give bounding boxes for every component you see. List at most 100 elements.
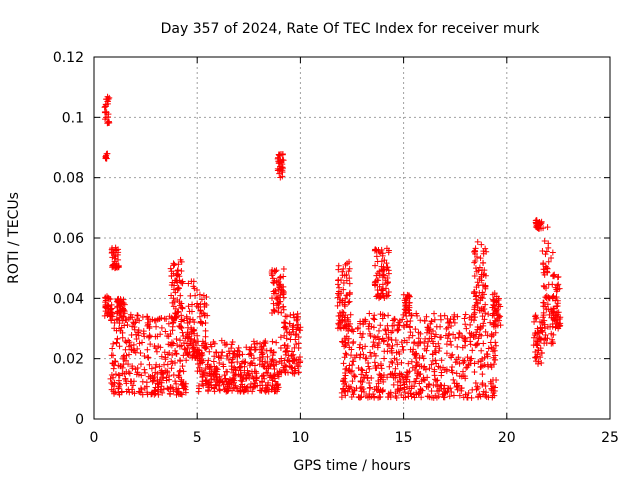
data-point <box>342 350 349 357</box>
data-point <box>349 358 356 365</box>
data-point <box>340 386 347 393</box>
data-point <box>545 240 552 247</box>
data-point <box>140 330 147 337</box>
data-point <box>462 311 469 318</box>
data-point <box>172 305 179 312</box>
data-point <box>109 345 116 352</box>
data-point <box>452 359 459 366</box>
data-point <box>176 273 183 280</box>
x-tick-label: 20 <box>498 430 516 446</box>
data-point <box>426 365 433 372</box>
data-point <box>258 349 265 356</box>
data-point <box>536 333 543 340</box>
data-point <box>127 311 134 318</box>
data-point <box>385 249 392 256</box>
data-point <box>554 317 561 324</box>
data-point <box>378 287 385 294</box>
data-point <box>403 310 410 317</box>
data-point <box>114 296 121 303</box>
data-point <box>199 381 206 388</box>
data-point <box>379 252 386 259</box>
data-point <box>448 342 455 349</box>
data-point <box>196 291 203 298</box>
data-point <box>169 279 176 286</box>
data-point <box>195 361 202 368</box>
data-point <box>357 351 364 358</box>
data-point <box>291 370 298 377</box>
data-point <box>474 385 481 392</box>
data-point <box>175 308 182 315</box>
data-point <box>222 375 229 382</box>
data-point <box>390 374 397 381</box>
data-point <box>345 328 352 335</box>
data-point <box>541 283 548 290</box>
data-point <box>380 338 387 345</box>
data-point <box>225 356 232 363</box>
data-point <box>337 325 344 332</box>
data-point <box>448 354 455 361</box>
data-point <box>174 285 181 292</box>
data-point <box>221 378 228 385</box>
data-point <box>279 167 286 174</box>
data-point <box>237 373 244 380</box>
data-point <box>362 355 369 362</box>
data-point <box>540 309 547 316</box>
data-point <box>188 330 195 337</box>
data-point <box>181 346 188 353</box>
data-point <box>381 295 388 302</box>
data-point <box>270 300 277 307</box>
data-point <box>113 316 120 323</box>
data-point <box>393 356 400 363</box>
data-point <box>115 246 122 253</box>
data-point <box>115 385 122 392</box>
data-point <box>254 340 261 347</box>
data-point <box>167 265 174 272</box>
data-point <box>245 370 252 377</box>
data-point <box>399 316 406 323</box>
data-point <box>194 332 201 339</box>
data-point <box>532 349 539 356</box>
data-point <box>169 323 176 330</box>
data-point <box>195 388 202 395</box>
data-point <box>384 280 391 287</box>
data-point <box>371 359 378 366</box>
data-point <box>168 282 175 289</box>
y-tick-label: 0.02 <box>53 352 84 368</box>
data-point <box>385 270 392 277</box>
data-point <box>145 373 152 380</box>
data-point <box>542 335 549 342</box>
data-point <box>211 353 218 360</box>
data-point <box>445 319 452 326</box>
data-point <box>151 391 158 398</box>
data-point <box>438 369 445 376</box>
data-point <box>350 338 357 345</box>
data-point <box>483 389 490 396</box>
data-point <box>538 359 545 366</box>
data-point <box>491 290 498 297</box>
data-point <box>107 375 114 382</box>
data-point <box>103 96 110 103</box>
data-point <box>367 349 374 356</box>
data-point <box>470 332 477 339</box>
data-point <box>213 375 220 382</box>
data-point <box>172 359 178 366</box>
data-point <box>236 352 243 359</box>
data-point <box>553 286 560 293</box>
data-point <box>116 343 123 350</box>
data-point <box>478 332 485 339</box>
data-point <box>251 346 258 353</box>
data-point <box>374 258 381 265</box>
data-point <box>108 352 115 359</box>
data-point <box>111 362 118 369</box>
data-point <box>241 369 248 376</box>
data-point <box>220 363 227 370</box>
data-point <box>339 268 346 275</box>
data-point <box>340 324 347 331</box>
data-point <box>262 358 269 365</box>
data-point <box>288 364 295 371</box>
data-point <box>103 114 110 121</box>
data-point <box>191 336 198 343</box>
data-point <box>175 284 182 291</box>
data-point <box>185 303 192 310</box>
data-point <box>415 335 422 342</box>
